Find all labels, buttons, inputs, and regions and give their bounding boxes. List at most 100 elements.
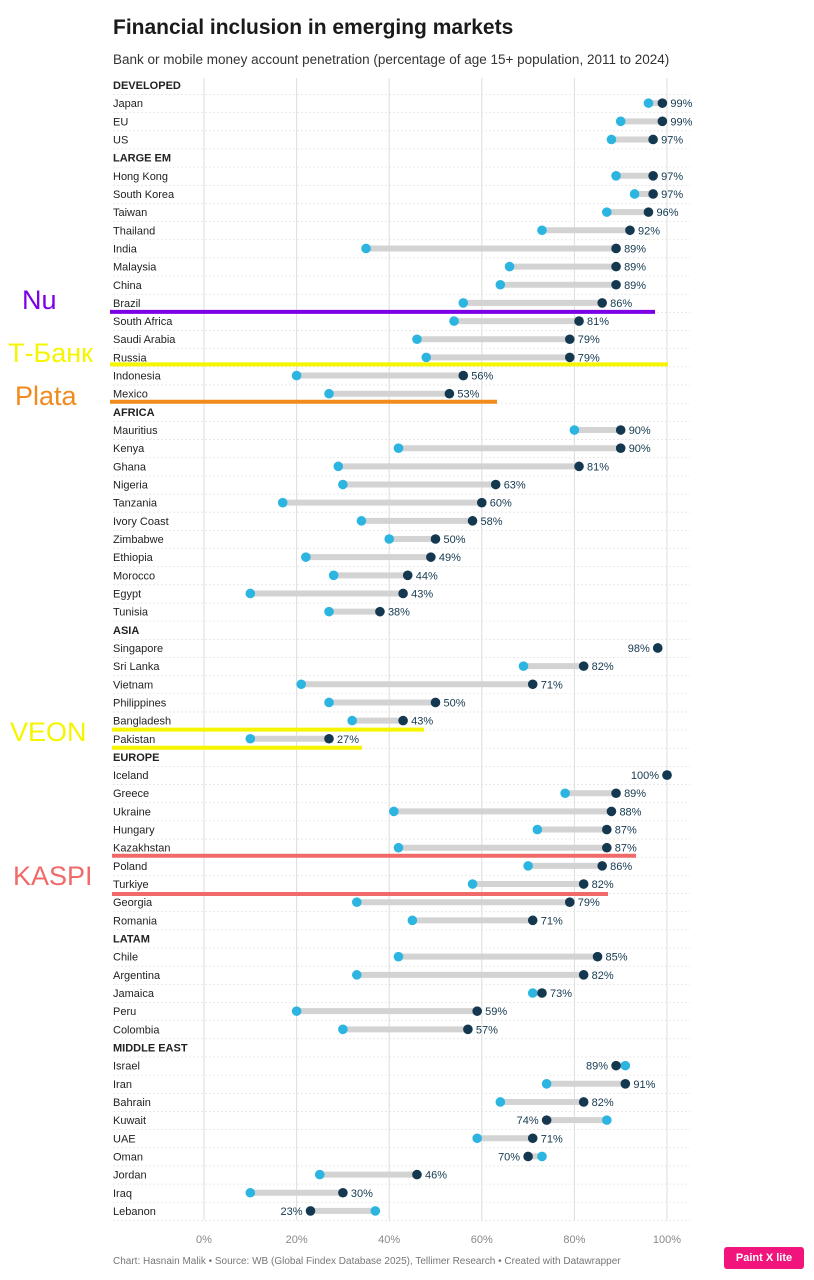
country-label: South Africa	[113, 316, 173, 328]
row-georgia: Georgia 79%	[113, 897, 600, 909]
country-label: Ivory Coast	[113, 516, 169, 528]
row-jordan: Jordan 46%	[113, 1170, 447, 1182]
country-label: Kenya	[113, 443, 145, 455]
country-label: Vietnam	[113, 679, 153, 691]
paint-x-lite-badge[interactable]: Paint X lite	[724, 1247, 804, 1269]
dot-2024	[430, 534, 441, 544]
value-label: 89%	[624, 788, 646, 800]
dot-2024	[398, 588, 408, 599]
country-label: Poland	[113, 861, 147, 873]
dot-2011	[495, 279, 506, 290]
value-label: 88%	[619, 806, 641, 818]
dot-range-chart: DEVELOPED Japan 99% EU 99% US 97% LARGE EM Hong …	[110, 78, 693, 1246]
dot-2011	[351, 970, 362, 980]
value-label: 73%	[550, 988, 572, 1000]
row-zimbabwe: Zimbabwe 50%	[113, 534, 466, 546]
dot-2011	[643, 98, 654, 108]
value-label: 49%	[439, 552, 461, 564]
dot-2011	[301, 552, 311, 562]
country-label: Bangladesh	[113, 716, 171, 728]
dot-2024	[625, 225, 635, 236]
country-label: Bahrain	[113, 1097, 151, 1109]
value-label: 43%	[411, 588, 433, 600]
country-label: Oman	[113, 1151, 143, 1163]
value-label: 79%	[578, 334, 600, 346]
dot-2011	[384, 534, 395, 544]
value-label: 96%	[656, 207, 678, 219]
grid-layer	[113, 78, 690, 1221]
country-label: Ethiopia	[113, 552, 154, 564]
country-label: India	[113, 243, 138, 255]
row-chile: Chile 85%	[113, 952, 628, 964]
dot-2011	[449, 316, 459, 326]
dot-2011	[291, 1006, 302, 1016]
dot-2011	[328, 570, 339, 581]
row-greece: Greece 89%	[113, 788, 646, 800]
dot-2024	[652, 643, 663, 653]
x-axis: 0% 20% 40% 60% 80% 100%	[196, 1234, 681, 1246]
value-label: 30%	[351, 1188, 373, 1200]
annotation-veon: VEON	[10, 717, 87, 747]
value-label: 90%	[629, 425, 651, 437]
value-label: 98%	[628, 643, 650, 655]
dot-2024	[564, 352, 575, 363]
group-label: ASIA	[113, 625, 139, 637]
dot-2011	[370, 1206, 381, 1216]
country-label: Jamaica	[113, 988, 155, 1000]
dot-2011	[602, 1115, 612, 1125]
value-label: 89%	[624, 243, 646, 255]
dot-2011	[393, 951, 404, 962]
dot-2011	[291, 370, 302, 381]
row-tunisia: Tunisia 38%	[113, 607, 410, 619]
x-tick-label: 80%	[563, 1234, 585, 1246]
dot-2011	[458, 298, 469, 308]
value-label: 97%	[661, 189, 683, 201]
x-tick-label: 60%	[471, 1234, 493, 1246]
country-label: Greece	[113, 788, 149, 800]
value-label: 99%	[670, 116, 692, 128]
country-label: Mexico	[113, 389, 148, 401]
country-label: Turkiye	[113, 879, 149, 891]
dot-2024	[467, 516, 478, 526]
country-label: Malaysia	[113, 262, 157, 274]
dot-2011	[314, 1169, 325, 1180]
dot-2024	[578, 879, 589, 889]
dot-2011	[518, 661, 529, 671]
dot-2011	[389, 806, 399, 817]
dot-2024	[597, 861, 607, 871]
group-label: DEVELOPED	[113, 80, 181, 92]
dot-2024	[458, 370, 469, 381]
country-label: Ukraine	[113, 806, 151, 818]
value-label: 82%	[592, 879, 614, 891]
dot-2024	[657, 116, 668, 127]
row-taiwan: Taiwan 96%	[113, 207, 679, 219]
dot-2024	[574, 461, 584, 472]
dot-2011	[606, 134, 617, 145]
country-label: Peru	[113, 1006, 136, 1018]
dot-2024	[338, 1187, 348, 1198]
row-romania: Romania 71%	[113, 915, 563, 927]
dot-2024	[648, 171, 658, 181]
country-label: Kuwait	[113, 1115, 146, 1127]
dot-2011	[245, 733, 256, 744]
dot-2024	[444, 388, 455, 399]
country-label: China	[113, 280, 143, 292]
dot-2024	[657, 98, 668, 108]
value-label: 58%	[481, 516, 503, 528]
country-label: Hong Kong	[113, 171, 168, 183]
dot-2011	[324, 388, 334, 399]
dot-2011	[537, 1151, 547, 1162]
country-label: Tunisia	[113, 607, 149, 619]
annotation-plata: Plata	[15, 381, 77, 411]
row-iraq: Iraq 30%	[113, 1188, 373, 1200]
dot-2024	[615, 425, 626, 435]
dot-2011	[277, 497, 288, 508]
row-japan: Japan 99%	[113, 98, 693, 110]
dot-2024	[602, 842, 612, 853]
dot-2011	[560, 788, 570, 799]
dot-2024	[537, 988, 547, 998]
group-label: AFRICA	[113, 407, 155, 419]
value-label: 81%	[587, 316, 609, 328]
country-label: Brazil	[113, 298, 141, 310]
country-label: Romania	[113, 915, 158, 927]
